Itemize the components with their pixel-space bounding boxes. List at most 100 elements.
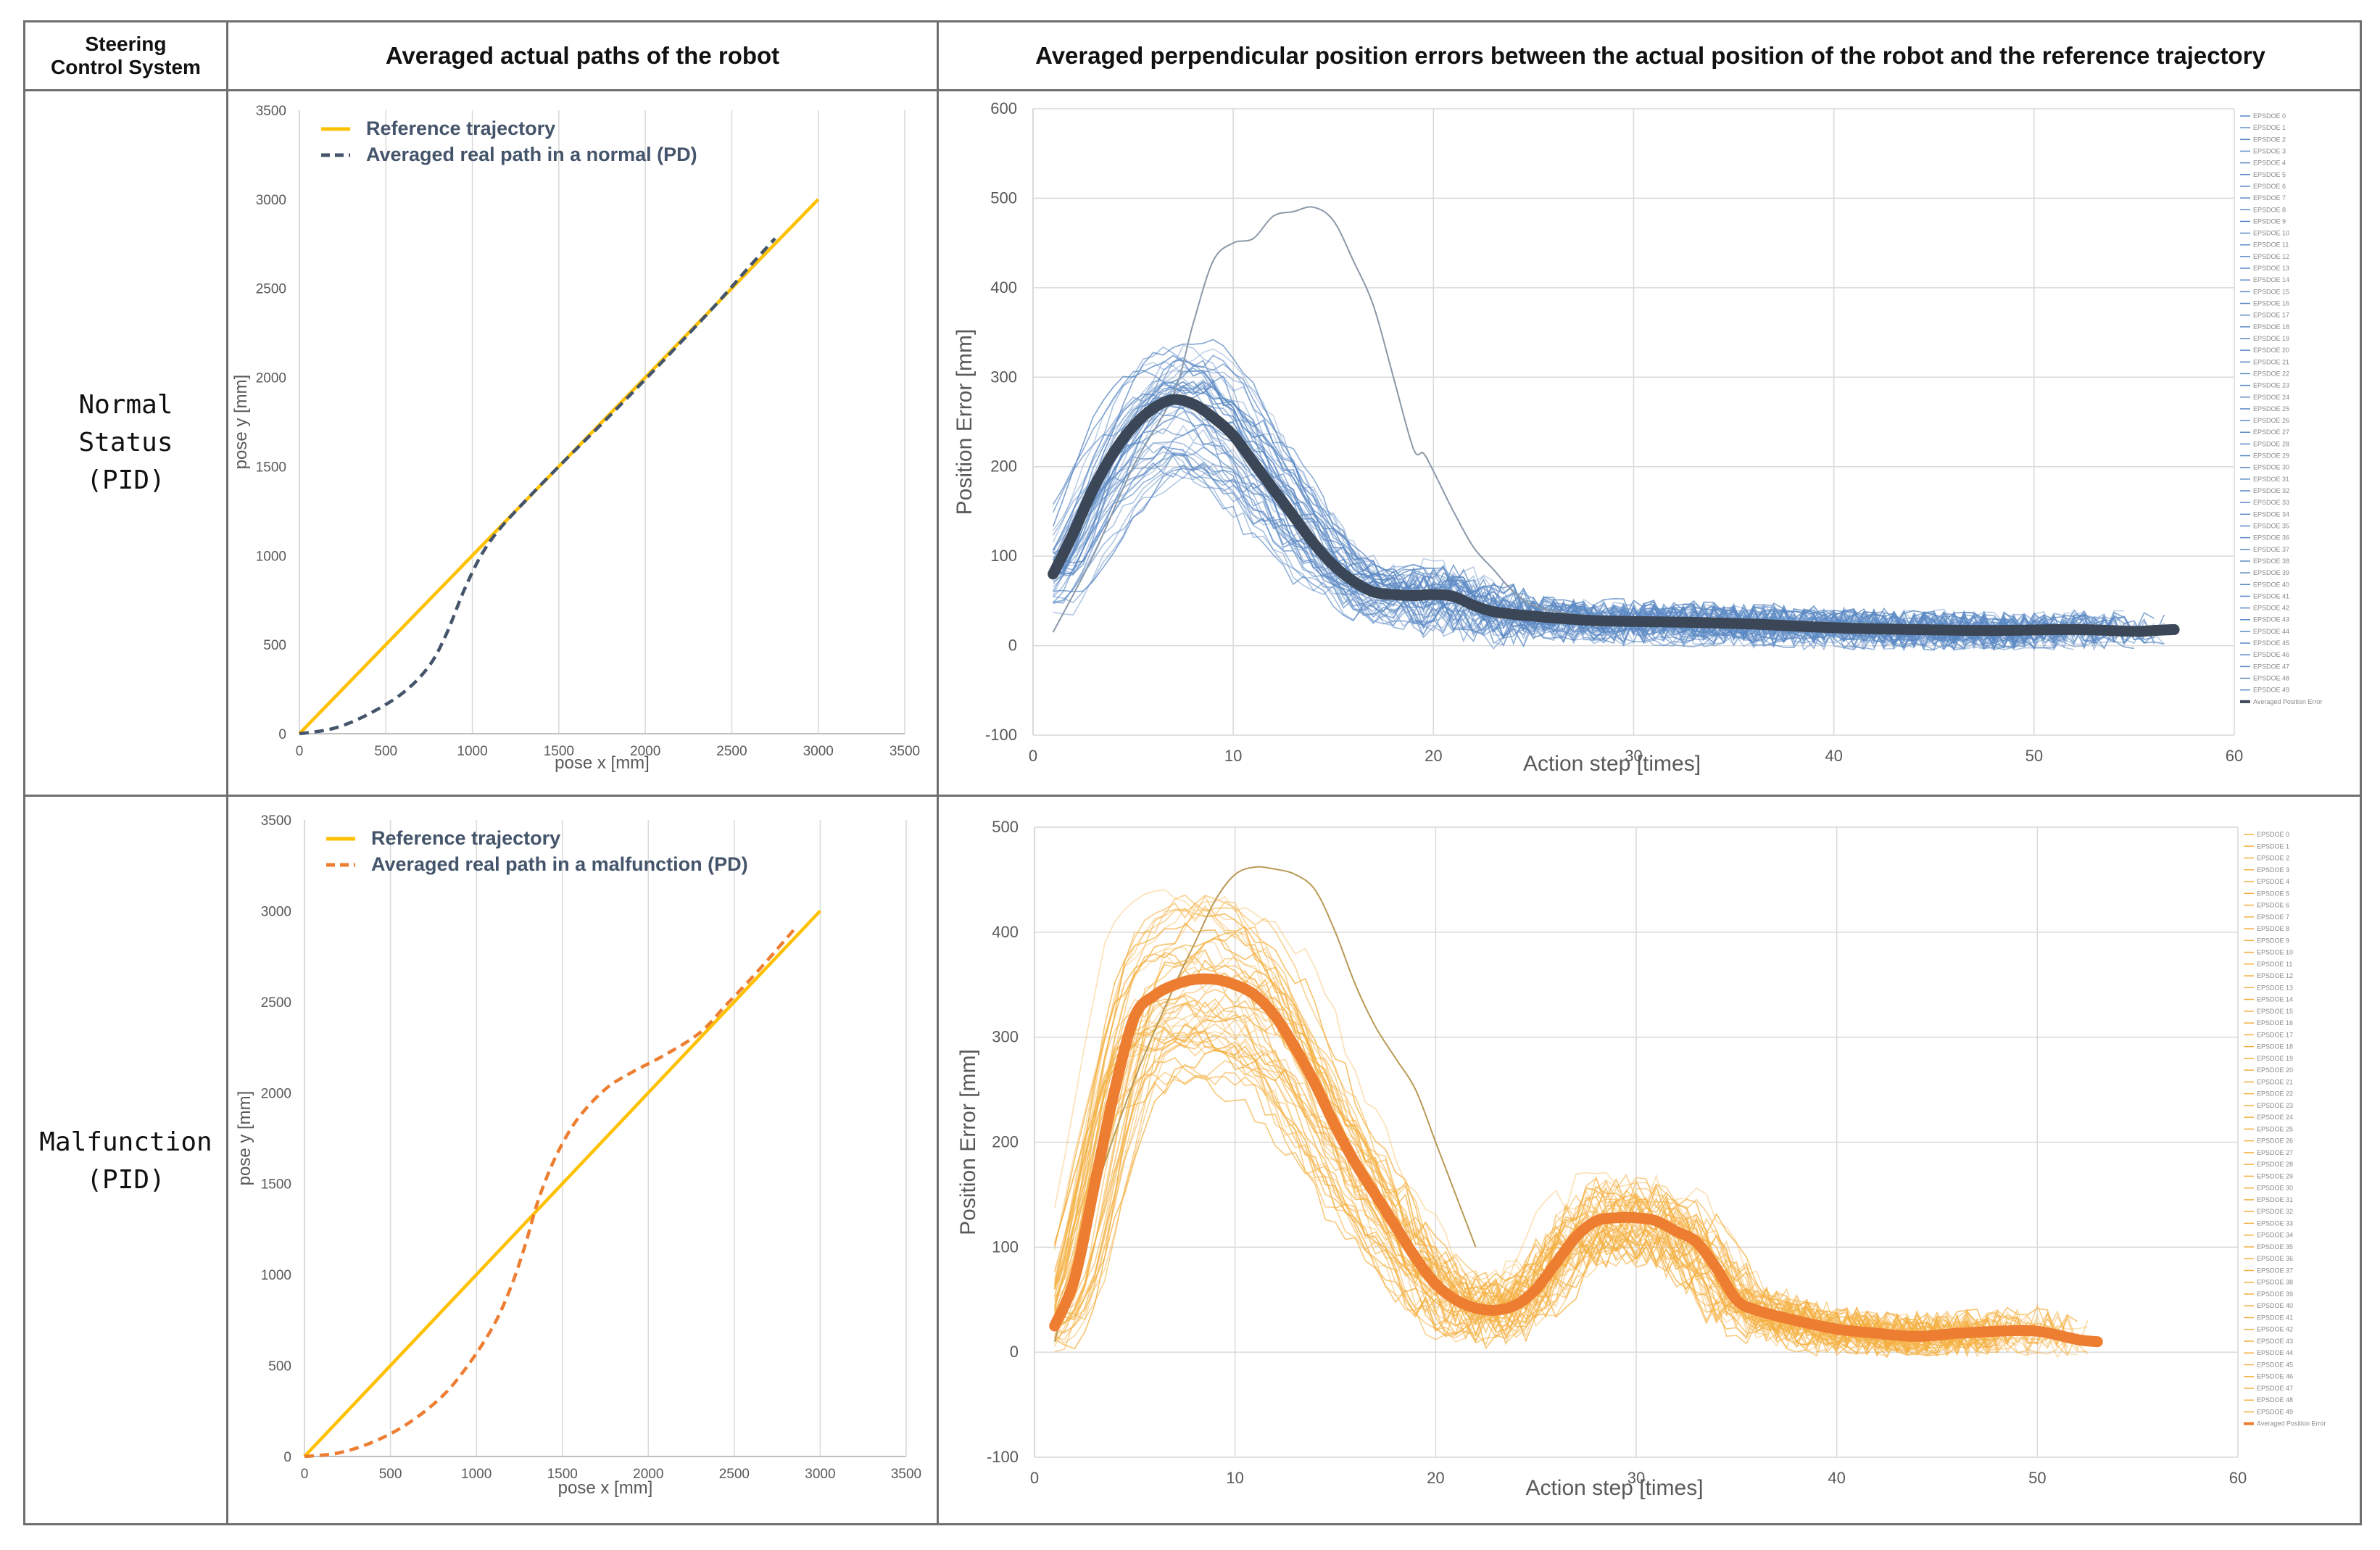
legend-label: EPSDOE 2: [2257, 855, 2289, 862]
legend-label: EPSDOE 23: [2253, 382, 2289, 389]
legend-label: EPSDOE 48: [2253, 675, 2289, 682]
outlier-line: [1053, 866, 1477, 1342]
x-tick-label: 1000: [461, 1467, 492, 1482]
legend-label: EPSDOE 26: [2257, 1137, 2293, 1145]
row-label-malfunction-line2: (PID): [86, 1164, 165, 1195]
y-tick-label: -100: [985, 726, 1017, 744]
sample-line: [1052, 362, 2125, 639]
legend-label-0: Reference trajectory: [366, 117, 555, 139]
y-tick-label: 2500: [261, 995, 291, 1011]
header-col1-line2: Control System: [51, 56, 201, 78]
y-tick-label: 0: [283, 1450, 291, 1465]
legend-label: EPSDOE 29: [2253, 452, 2289, 460]
header-col1-line1: Steering: [85, 33, 167, 55]
legend-label: EPSDOE 43: [2253, 616, 2289, 623]
legend-label: EPSDOE 21: [2253, 358, 2289, 365]
y-tick-label: 500: [263, 638, 286, 653]
y-tick-label: 300: [992, 1028, 1019, 1046]
x-tick-label: 3000: [805, 1467, 835, 1482]
y-tick-label: 300: [990, 368, 1017, 386]
row-divider: [25, 795, 2360, 797]
legend-label: EPSDOE 39: [2257, 1290, 2293, 1298]
x-tick-label: 40: [1825, 747, 1842, 765]
sample-line: [1054, 895, 2068, 1346]
x-tick-label: 0: [296, 744, 304, 759]
sample-line: [1052, 451, 2054, 650]
sample-line: [1054, 1060, 2018, 1356]
averaged-line: [1049, 973, 2103, 1348]
legend-label: EPSDOE 18: [2253, 323, 2289, 331]
legend-label: EPSDOE 15: [2257, 1008, 2293, 1015]
y-tick-label: 3000: [256, 193, 286, 208]
sample-line: [1054, 999, 1938, 1349]
x-tick-label: 2500: [719, 1467, 750, 1482]
legend-label: EPSDOE 31: [2253, 476, 2289, 483]
legend-label: EPSDOE 24: [2257, 1114, 2293, 1121]
legend-label-1: Averaged real path in a malfunction (PD): [371, 853, 748, 875]
legend-label: EPSDOE 40: [2253, 581, 2289, 588]
legend-label: EPSDOE 12: [2253, 253, 2289, 260]
legend-label: EPSDOE 41: [2257, 1314, 2293, 1321]
legend-label: EPSDOE 25: [2253, 405, 2289, 413]
x-tick-label: 500: [374, 744, 397, 759]
legend-label: EPSDOE 22: [2257, 1090, 2293, 1098]
y-tick-label: 1000: [256, 549, 286, 564]
y-tick-label: 0: [1010, 1343, 1019, 1361]
legend-label: EPSDOE 37: [2257, 1267, 2293, 1274]
legend-label: EPSDOE 1: [2253, 124, 2286, 131]
y-axis-title: Position Error [mm]: [953, 329, 977, 515]
x-tick-label: 500: [379, 1467, 402, 1482]
y-tick-label: 2000: [256, 371, 286, 386]
legend-label: EPSDOE 19: [2257, 1055, 2293, 1062]
legend-label: EPSDOE 31: [2257, 1196, 2293, 1203]
sample-line: [1054, 965, 1998, 1350]
legend-label: EPSDOE 27: [2253, 428, 2289, 436]
legend-label: EPSDOE 40: [2257, 1302, 2293, 1309]
legend-label: EPSDOE 16: [2253, 300, 2289, 307]
sample-line: [1053, 1034, 1948, 1355]
y-tick-label: 0: [1008, 637, 1017, 655]
x-tick-label: 2000: [633, 1467, 663, 1482]
x-tick-label: 2000: [630, 744, 660, 759]
legend-label: EPSDOE 5: [2257, 890, 2289, 897]
legend-label: EPSDOE 5: [2253, 171, 2286, 178]
legend-label: EPSDOE 36: [2257, 1255, 2293, 1262]
y-tick-label: -100: [987, 1448, 1019, 1466]
legend-label: EPSDOE 45: [2253, 639, 2289, 647]
y-tick-label: 3500: [256, 104, 286, 119]
sample-line: [1053, 442, 2075, 651]
legend-label: EPSDOE 47: [2257, 1385, 2293, 1392]
sample-line: [1054, 1006, 2089, 1352]
legend-label: EPSDOE 20: [2257, 1066, 2293, 1074]
x-tick-label: 50: [2026, 747, 2043, 765]
legend-label: EPSDOE 44: [2257, 1349, 2293, 1356]
row-label-normal-line1: Normal Status: [78, 390, 173, 457]
legend-label: EPSDOE 39: [2253, 569, 2289, 576]
y-tick-label: 100: [992, 1238, 1019, 1256]
legend-label: EPSDOE 13: [2257, 984, 2293, 991]
x-tick-label: 0: [1030, 1469, 1039, 1487]
figure-table: Steering Control System Averaged actual …: [23, 20, 2362, 1525]
legend-label: EPSDOE 42: [2253, 605, 2289, 612]
legend-label-0: Reference trajectory: [371, 827, 560, 849]
legend-label: EPSDOE 49: [2257, 1408, 2293, 1415]
x-tick-label: 3500: [890, 744, 920, 759]
header-position-errors: Averaged perpendicular position errors b…: [1035, 42, 2265, 69]
legend-label: EPSDOE 49: [2253, 687, 2289, 694]
row-label-normal: Normal Status (PID): [25, 91, 226, 795]
sample-line: [1052, 346, 2115, 642]
legend-label: EPSDOE 41: [2253, 592, 2289, 600]
legend-label: EPSDOE 17: [2257, 1031, 2293, 1038]
y-tick-label: 500: [992, 818, 1019, 836]
y-tick-label: 600: [990, 99, 1017, 117]
legend-label: EPSDOE 9: [2253, 217, 2286, 225]
legend-label: EPSDOE 22: [2253, 370, 2289, 377]
x-tick-label: 1500: [547, 1467, 578, 1482]
legend-label: EPSDOE 20: [2253, 347, 2289, 354]
legend-label: EPSDOE 8: [2257, 925, 2289, 932]
x-tick-label: 3500: [891, 1467, 921, 1482]
legend-label: EPSDOE 37: [2253, 546, 2289, 553]
y-tick-label: 1500: [256, 460, 286, 475]
column-divider-1: [226, 22, 228, 1523]
legend-label: EPSDOE 14: [2257, 996, 2293, 1003]
